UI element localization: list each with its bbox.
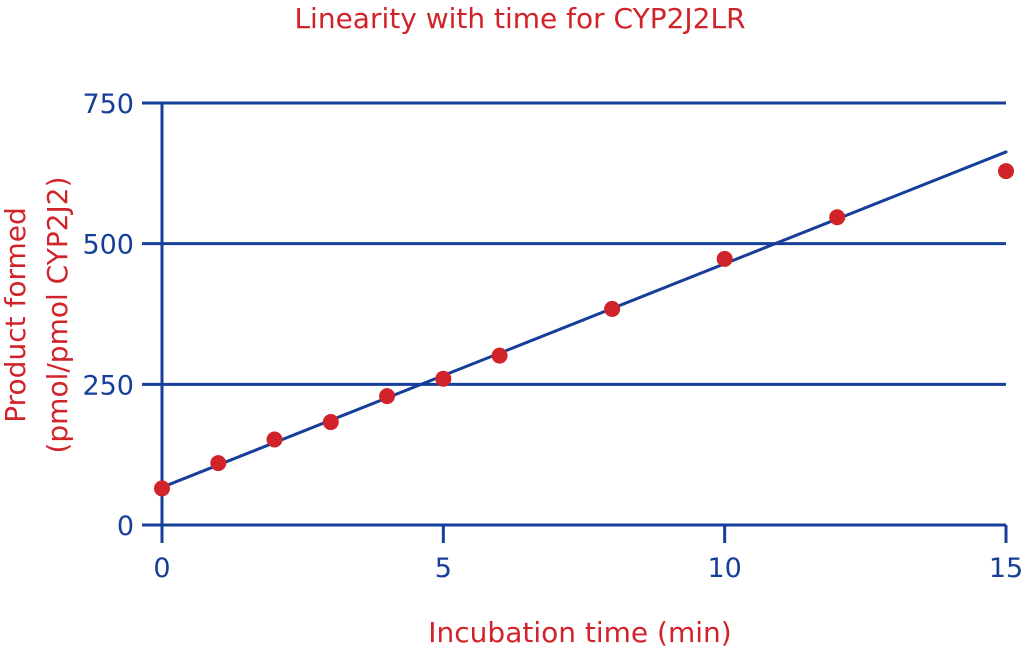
fit-line	[160, 150, 1008, 489]
data-point-8	[604, 300, 621, 317]
data-point-4	[322, 414, 339, 431]
x-tick-label-15: 15	[989, 553, 1023, 584]
data-point-10	[829, 209, 846, 226]
tick-layer: 0 250 500 750 0 5 10 15	[82, 89, 1023, 584]
data-point-6	[435, 370, 452, 387]
data-point-9	[716, 250, 733, 267]
y-tick-label-0: 0	[117, 511, 134, 542]
data-points-layer	[154, 163, 1014, 497]
y-tick-label-500: 500	[82, 230, 134, 261]
y-axis-label-line-1: Product formed	[0, 207, 32, 423]
data-point-1	[154, 480, 170, 497]
fit-line-layer	[160, 150, 1008, 489]
data-point-7	[491, 347, 508, 364]
y-tick-label-250: 250	[82, 370, 134, 401]
data-point-11	[998, 163, 1014, 180]
data-point-2	[210, 455, 227, 472]
chart-title: Linearity with time for CYP2J2LR	[294, 2, 745, 35]
data-point-5	[379, 388, 396, 405]
x-tick-label-0: 0	[153, 553, 170, 584]
y-axis-label-line-2: (pmol/pmol CYP2J2)	[41, 176, 74, 453]
data-point-3	[266, 431, 283, 448]
x-tick-label-5: 5	[435, 553, 452, 584]
x-tick-label-10: 10	[707, 553, 741, 584]
y-tick-label-750: 750	[82, 89, 134, 120]
axis-layer	[160, 103, 1006, 527]
x-axis-label: Incubation time (min)	[428, 616, 731, 649]
grid-layer	[162, 101, 1006, 386]
